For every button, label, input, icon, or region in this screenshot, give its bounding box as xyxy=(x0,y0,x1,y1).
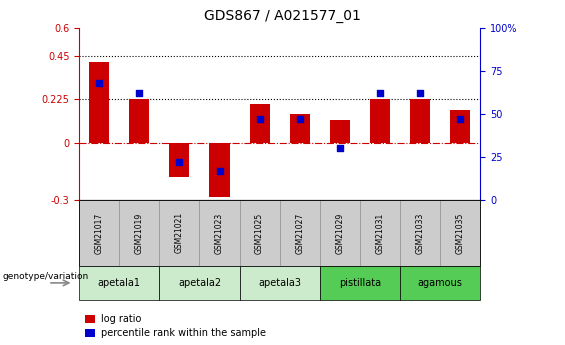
Text: GSM21029: GSM21029 xyxy=(336,212,344,254)
Bar xyxy=(129,99,149,142)
Text: GSM21033: GSM21033 xyxy=(416,212,424,254)
Text: GSM21031: GSM21031 xyxy=(376,212,384,254)
Text: percentile rank within the sample: percentile rank within the sample xyxy=(101,328,266,338)
Text: log ratio: log ratio xyxy=(101,314,141,324)
Bar xyxy=(410,99,430,142)
Text: GSM21023: GSM21023 xyxy=(215,212,224,254)
Point xyxy=(95,80,104,86)
Text: GSM21027: GSM21027 xyxy=(295,212,304,254)
Point xyxy=(456,116,465,122)
Point xyxy=(336,146,345,151)
Bar xyxy=(450,110,470,142)
Text: agamous: agamous xyxy=(418,278,463,288)
Point xyxy=(416,90,425,96)
Bar xyxy=(250,104,270,142)
Text: apetala2: apetala2 xyxy=(178,278,221,288)
Point xyxy=(175,159,184,165)
Point xyxy=(295,116,304,122)
Bar xyxy=(370,99,390,142)
Bar xyxy=(290,114,310,142)
Text: GSM21017: GSM21017 xyxy=(95,212,103,254)
Bar xyxy=(89,62,109,142)
Point xyxy=(376,90,385,96)
Text: genotype/variation: genotype/variation xyxy=(3,272,89,281)
Text: pistillata: pistillata xyxy=(339,278,381,288)
Text: GDS867 / A021577_01: GDS867 / A021577_01 xyxy=(204,9,361,23)
Bar xyxy=(210,142,229,197)
Point xyxy=(255,116,264,122)
Point xyxy=(215,168,224,174)
Bar xyxy=(330,120,350,142)
Text: GSM21025: GSM21025 xyxy=(255,212,264,254)
Text: GSM21019: GSM21019 xyxy=(135,212,144,254)
Bar xyxy=(170,142,189,177)
Text: apetala1: apetala1 xyxy=(98,278,141,288)
Text: apetala3: apetala3 xyxy=(258,278,301,288)
Text: GSM21021: GSM21021 xyxy=(175,212,184,254)
Text: GSM21035: GSM21035 xyxy=(456,212,464,254)
Point xyxy=(134,90,144,96)
